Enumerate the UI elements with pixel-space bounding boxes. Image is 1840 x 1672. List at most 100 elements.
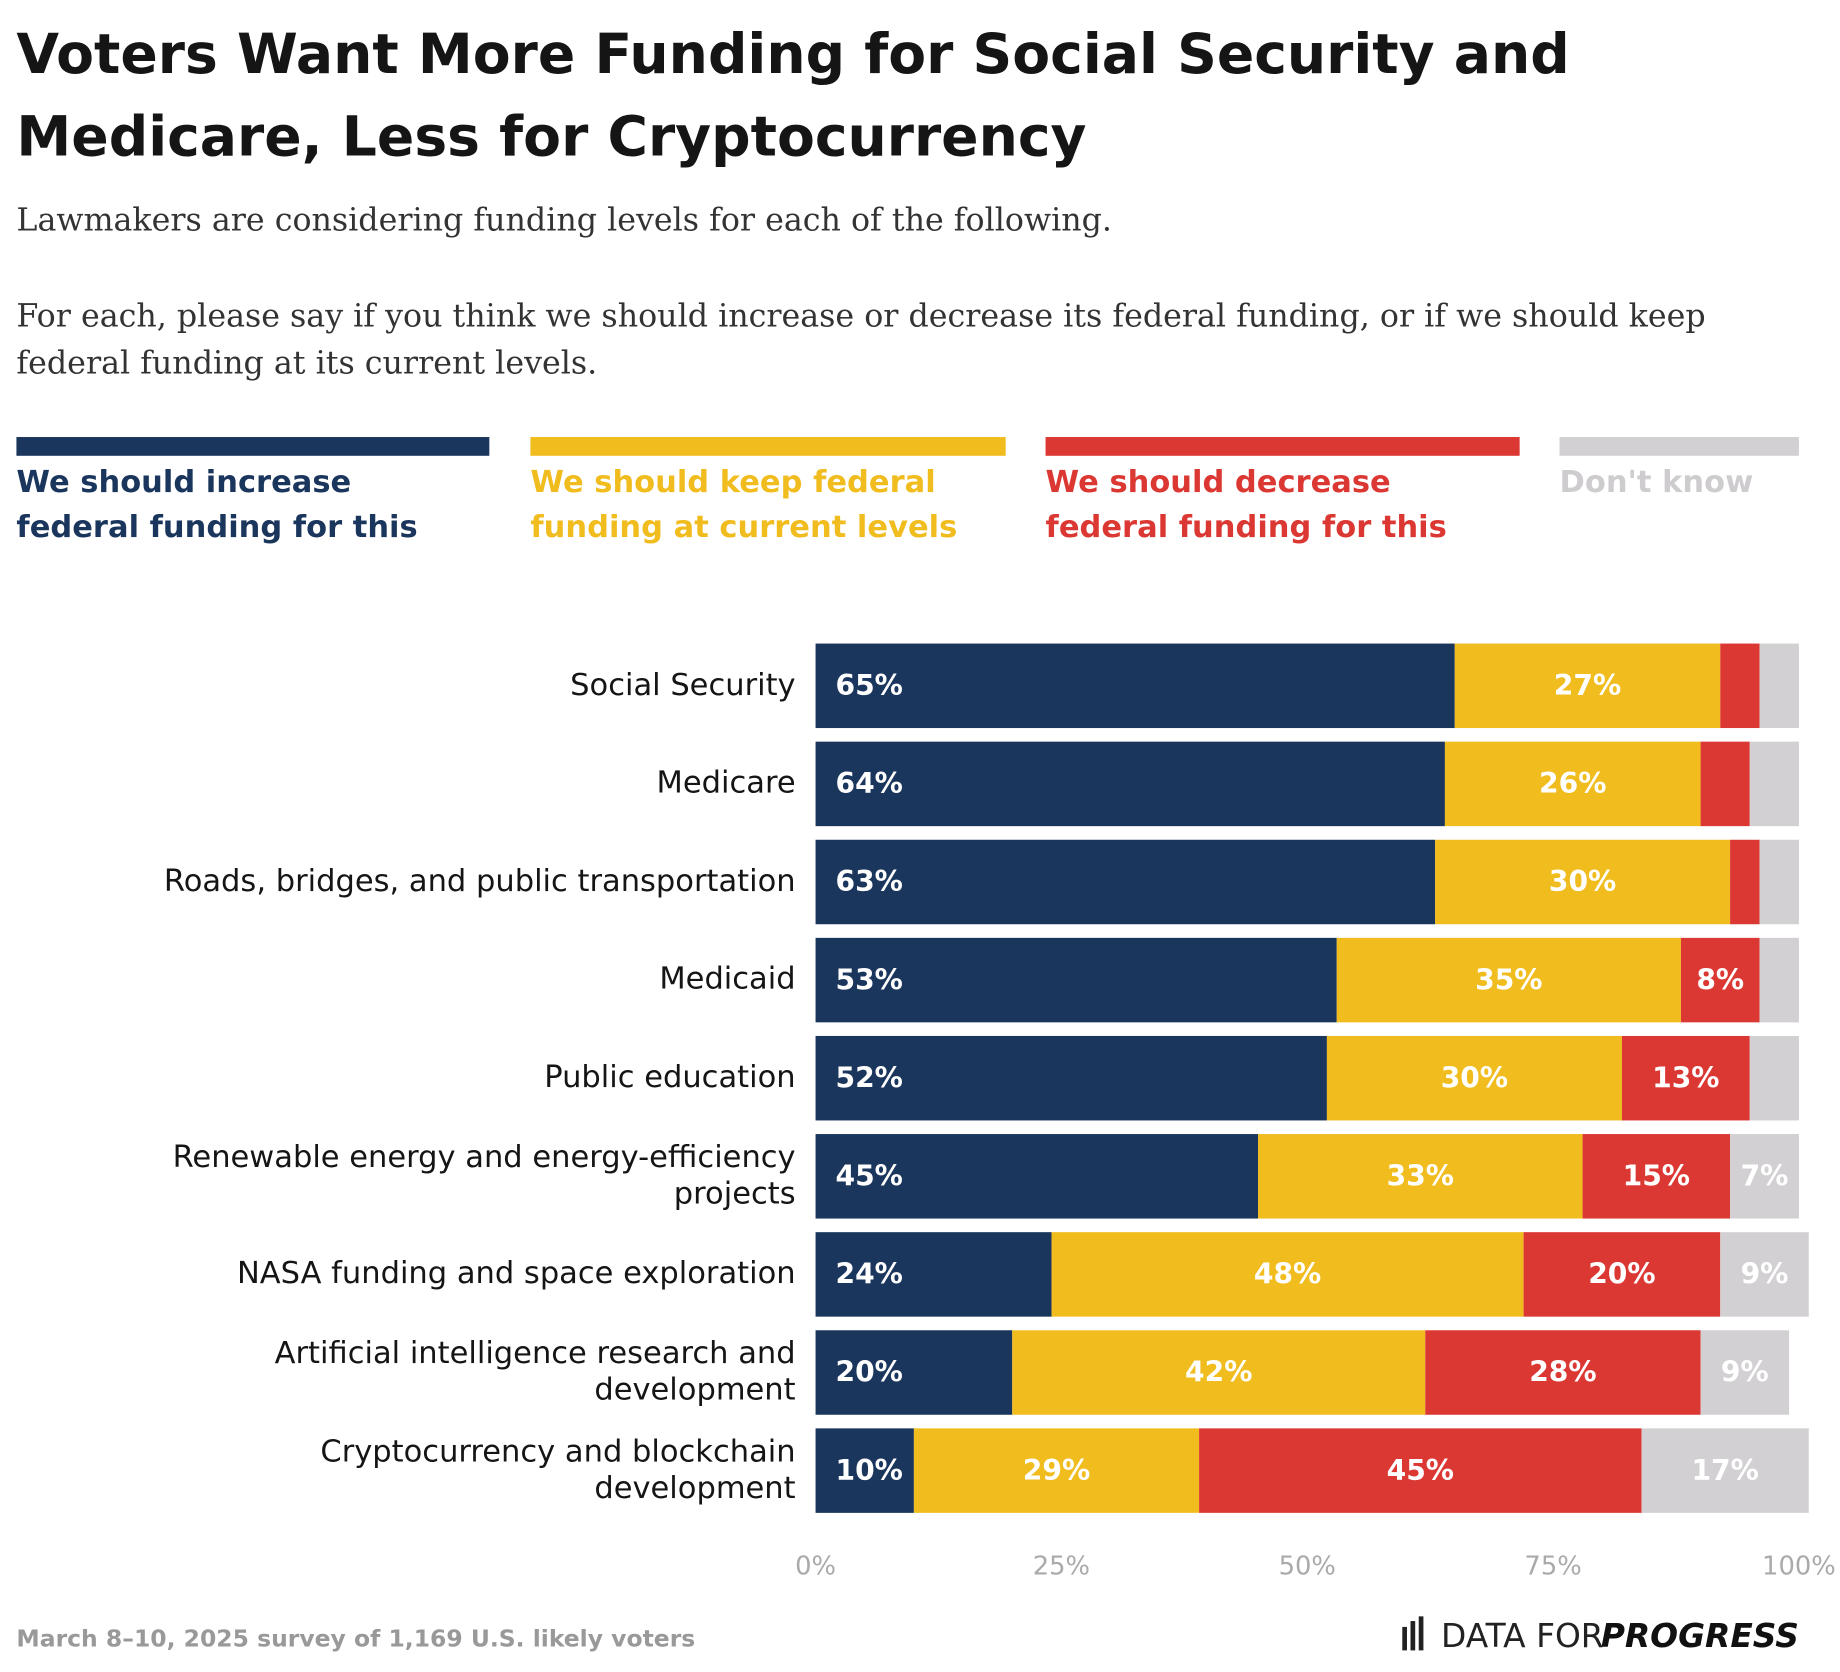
category-label: NASA funding and space exploration (236, 1256, 796, 1292)
bar-segment (815, 1035, 1327, 1121)
title-box: Voters Want More Funding for Social Secu… (16, 23, 1569, 170)
bar-segment (1523, 1232, 1721, 1317)
category-box: Medicare (23, 731, 796, 837)
category-label: Medicare (656, 765, 796, 801)
category-label: Renewable energy and energy-efficiency p… (172, 1139, 796, 1212)
legend-swatch (16, 437, 490, 456)
value-label: 9% (1741, 1258, 1789, 1291)
category-box: Artificial intelligence research and dev… (23, 1320, 796, 1426)
category-wrap: Artificial intelligence research and dev… (23, 1320, 796, 1426)
bar-segment (1641, 1428, 1809, 1513)
category-box: NASA funding and space exploration (23, 1222, 796, 1328)
category-wrap: Renewable energy and energy-efficiency p… (23, 1124, 796, 1230)
value-label: 20% (836, 1356, 903, 1389)
bar-segment (1051, 1232, 1524, 1317)
value-label: 35% (1475, 963, 1542, 996)
legend-label: We should decrease federal funding for t… (1045, 465, 1447, 545)
bar-segment (1759, 839, 1799, 925)
bar-segment (1680, 937, 1760, 1023)
x-tick-label: 0% (795, 1552, 836, 1582)
category-wrap: Medicare (23, 731, 796, 837)
value-label: 65% (836, 669, 903, 702)
value-label: 33% (1387, 1159, 1454, 1192)
bar-segment (1435, 839, 1731, 925)
value-label: 13% (1652, 1061, 1719, 1094)
value-label: 17% (1691, 1454, 1758, 1487)
category-wrap: Cryptocurrency and blockchain developmen… (23, 1418, 795, 1524)
legend-entry: We should decrease federal funding for t… (1045, 465, 1447, 545)
value-label: 9% (1721, 1356, 1769, 1389)
value-label: 45% (1387, 1454, 1454, 1487)
x-tick-label: 100% (1762, 1552, 1836, 1582)
category-wrap: Medicaid (23, 927, 795, 1033)
legend-label: Don't know (1559, 465, 1754, 501)
bar-segment (1621, 1035, 1750, 1121)
value-label: 27% (1554, 669, 1621, 702)
category-box: Public education (544, 1060, 796, 1096)
category-label: Social Security (570, 667, 796, 703)
category-box: Renewable energy and energy-efficiency p… (23, 1124, 796, 1230)
subtitle-wrap: Lawmakers are considering funding levels… (16, 198, 1800, 388)
logo-icon (1402, 1626, 1407, 1651)
logo-icon (1410, 1621, 1416, 1651)
legend-swatch (1045, 437, 1520, 456)
value-label: 20% (1588, 1258, 1655, 1291)
source-note: March 8–10, 2025 survey of 1,169 U.S. li… (16, 1624, 695, 1652)
category-wrap: Roads, bridges, and public transportatio… (23, 829, 796, 935)
legend-label: We should increase federal funding for t… (16, 465, 418, 545)
bar-segment (1336, 937, 1681, 1023)
bar-segment (1730, 1134, 1799, 1219)
bar-segment (1326, 1035, 1622, 1121)
bar-segment (1582, 1134, 1731, 1219)
category-label: Roads, bridges, and public transportatio… (163, 863, 796, 900)
x-tick-label: 75% (1524, 1552, 1581, 1582)
value-label: 8% (1696, 963, 1744, 996)
logo-text: PROGRESS (1601, 1617, 1799, 1655)
bar-segment (815, 1134, 1259, 1219)
value-label: 45% (836, 1159, 903, 1192)
category-wrap: NASA funding and space exploration (23, 1222, 796, 1328)
bar-segment (1720, 643, 1760, 729)
legend-label: We should keep federal funding at curren… (530, 465, 958, 545)
value-label: 64% (836, 767, 903, 800)
value-label: 42% (1185, 1356, 1252, 1389)
bar-segment (815, 1232, 1052, 1317)
value-label: 15% (1623, 1159, 1690, 1192)
bar-segment (1700, 741, 1750, 827)
legend-swatch (530, 437, 1006, 456)
bar-segment (1444, 741, 1701, 827)
bar-segment (815, 839, 1436, 925)
value-label: 52% (836, 1061, 903, 1094)
bar-segment (913, 1428, 1200, 1513)
bar-segment (1749, 741, 1799, 827)
bar-segment (815, 1330, 1013, 1415)
category-label: Public education (544, 1060, 796, 1096)
subtitle-box: Lawmakers are considering funding levels… (16, 198, 1800, 388)
bar-segment (1759, 643, 1799, 729)
category-label: Artificial intelligence research and dev… (274, 1336, 796, 1408)
logo-icon (1418, 1616, 1424, 1651)
legend-entry: We should keep federal funding at curren… (530, 465, 958, 545)
value-label: 63% (836, 865, 903, 898)
value-label: 28% (1529, 1356, 1596, 1389)
category-label: Medicaid (659, 961, 796, 998)
bar-segment (815, 643, 1455, 729)
category-box: Roads, bridges, and public transportatio… (23, 829, 796, 935)
value-label: 26% (1539, 767, 1606, 800)
value-label: 29% (1023, 1454, 1090, 1487)
bar-segment (1454, 643, 1721, 729)
category-box: Medicaid (23, 927, 795, 1033)
subtitle: Lawmakers are considering funding levels… (16, 202, 1112, 239)
bar-segment (1199, 1428, 1642, 1513)
category-box: Cryptocurrency and blockchain developmen… (23, 1418, 795, 1524)
bar-segment (815, 741, 1445, 827)
value-label: 10% (836, 1454, 903, 1487)
bar-segment (1749, 1035, 1799, 1121)
value-label: 30% (1549, 865, 1616, 898)
bar-segment (1425, 1330, 1701, 1415)
value-label: 48% (1254, 1258, 1321, 1291)
value-label: 30% (1441, 1061, 1508, 1094)
bar-segment (1759, 937, 1799, 1023)
category-label: Cryptocurrency and blockchain developmen… (320, 1434, 796, 1506)
